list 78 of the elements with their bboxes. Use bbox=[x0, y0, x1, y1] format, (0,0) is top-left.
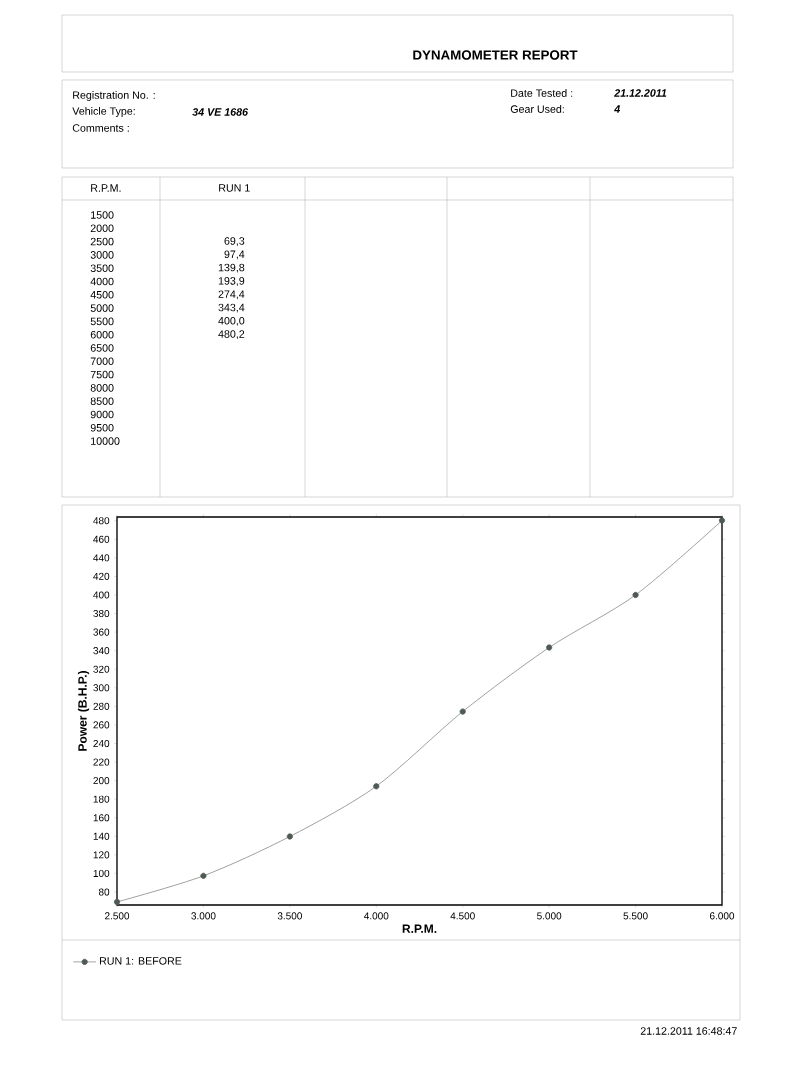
point bbox=[546, 644, 553, 651]
point bbox=[718, 517, 726, 524]
y-tick-label: 160 bbox=[93, 814, 110, 822]
x-tick-label: 3.000 bbox=[191, 912, 216, 920]
y-tick-label: 440 bbox=[93, 554, 110, 562]
y-tick-label: 280 bbox=[93, 702, 110, 710]
x-tick-label: 5.500 bbox=[623, 912, 648, 920]
point bbox=[632, 591, 639, 599]
text: Vehicle Type: bbox=[72, 107, 135, 117]
text: Gear Used: bbox=[510, 105, 564, 113]
y-tick-label: 180 bbox=[93, 795, 110, 803]
y-tick-label: 460 bbox=[93, 535, 110, 543]
y-tick-label: 260 bbox=[93, 721, 110, 729]
x-tick-label: 5.000 bbox=[537, 912, 562, 920]
chart-title: DYNAMOMETER REPORT bbox=[413, 50, 578, 60]
y-tick-label: 480 bbox=[93, 517, 110, 525]
text: 4500 bbox=[90, 291, 114, 299]
y-tick-label: 320 bbox=[93, 665, 110, 673]
text: 480,2 bbox=[218, 330, 245, 340]
text: 139,8 bbox=[218, 263, 245, 273]
y-tick-label: 120 bbox=[93, 851, 110, 859]
point bbox=[286, 833, 293, 840]
text: 6000 bbox=[90, 330, 114, 339]
y-tick-label: 80 bbox=[98, 888, 110, 896]
text: 1500 bbox=[91, 211, 114, 219]
text: 9500 bbox=[90, 424, 114, 432]
text: Date Tested : bbox=[511, 89, 573, 97]
text: 400,0 bbox=[218, 316, 245, 326]
legend-label: RUN 1: BEFORE bbox=[99, 957, 182, 965]
point bbox=[200, 872, 207, 879]
text: 21.12.2011 16:48:47 bbox=[640, 1027, 737, 1035]
y-tick-label: 240 bbox=[93, 739, 110, 748]
text: 8500 bbox=[90, 397, 114, 405]
point bbox=[113, 898, 121, 905]
text: 3000 bbox=[90, 251, 114, 259]
text: 21.12.2011 bbox=[614, 89, 667, 97]
text: R.P.M. bbox=[91, 184, 121, 192]
x-tick-label: 2.500 bbox=[104, 912, 130, 920]
x-tick-label: 6.000 bbox=[709, 912, 735, 920]
text: 97,4 bbox=[224, 250, 245, 260]
x-tick-label: 3.500 bbox=[277, 912, 302, 920]
text: 10000 bbox=[91, 437, 120, 445]
text: 5000 bbox=[90, 304, 114, 312]
text: RUN 1 bbox=[219, 184, 250, 192]
text: 4000 bbox=[90, 277, 114, 286]
text: 2500 bbox=[90, 237, 114, 246]
text: 69,3 bbox=[224, 237, 245, 246]
text: Comments : bbox=[72, 124, 129, 132]
text: Registration No. : bbox=[73, 91, 155, 101]
y-tick-label: 360 bbox=[93, 628, 110, 636]
text: 7000 bbox=[90, 357, 114, 366]
x-axis-title: R.P.M. bbox=[402, 924, 437, 933]
text: 343,4 bbox=[218, 303, 245, 313]
y-tick-label: 420 bbox=[93, 572, 110, 580]
text: 34 VE 1686 bbox=[192, 108, 249, 116]
y-tick-label: 300 bbox=[93, 684, 110, 692]
y-tick-label: 100 bbox=[93, 869, 110, 877]
x-tick-label: 4.500 bbox=[450, 912, 475, 920]
text: 4 bbox=[614, 105, 621, 113]
text: 274,4 bbox=[218, 290, 245, 300]
x-tick-label: 4.000 bbox=[364, 912, 389, 920]
text: 5500 bbox=[90, 317, 114, 326]
point bbox=[459, 708, 466, 715]
text: 7500 bbox=[90, 370, 114, 379]
text: 8000 bbox=[90, 384, 114, 392]
y-tick-label: 400 bbox=[93, 591, 110, 599]
y-tick-label: 220 bbox=[93, 758, 110, 766]
y-tick-label: 340 bbox=[93, 647, 110, 655]
point bbox=[373, 783, 380, 790]
text: 193,9 bbox=[218, 277, 245, 286]
y-tick-label: 380 bbox=[93, 609, 110, 618]
text: 6500 bbox=[90, 344, 114, 352]
text: 9000 bbox=[90, 410, 114, 419]
text: 2000 bbox=[90, 224, 114, 233]
text: 3500 bbox=[90, 264, 114, 272]
y-tick-label: 200 bbox=[93, 777, 110, 785]
y-tick-label: 140 bbox=[93, 832, 110, 840]
y-axis-title: Power (B.H.P.) bbox=[77, 671, 90, 751]
